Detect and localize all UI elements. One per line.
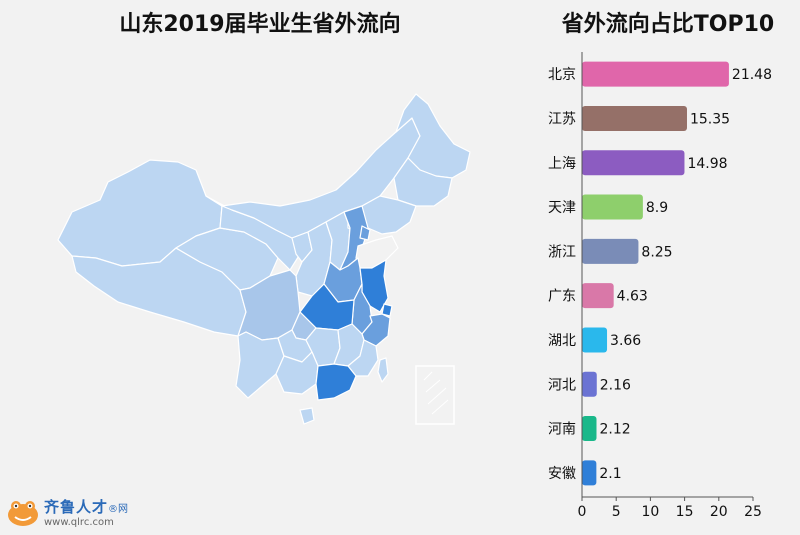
- map-region-tianjin: [359, 225, 371, 241]
- data-label: 2.12: [600, 422, 631, 438]
- data-label: 15.35: [690, 111, 730, 127]
- category-label: 安徽: [548, 466, 576, 482]
- x-tick-label: 20: [710, 504, 728, 520]
- frog-logo-icon: [8, 501, 38, 526]
- logo: 齐鲁人才®网 www.qlrc.com: [6, 496, 128, 528]
- category-label: 天津: [548, 200, 576, 216]
- logo-url: www.qlrc.com: [44, 517, 114, 528]
- map-region-hainan: [299, 407, 315, 425]
- bar: [582, 105, 687, 131]
- bar: [582, 194, 643, 220]
- category-label: 河南: [548, 422, 576, 438]
- data-label: 4.63: [617, 289, 648, 305]
- x-tick-label: 5: [612, 504, 621, 520]
- x-tick-label: 15: [676, 504, 694, 520]
- x-tick-label: 25: [744, 504, 762, 520]
- data-label: 14.98: [687, 156, 727, 172]
- bar: [582, 61, 729, 87]
- map-region-taiwan: [377, 357, 389, 383]
- data-label: 8.9: [646, 200, 668, 216]
- bar: [582, 327, 608, 353]
- map-region-heilongjiang: [395, 93, 471, 179]
- map-region-shanghai: [381, 303, 393, 317]
- logo-name: 齐鲁人才: [44, 498, 109, 516]
- map-region-qinghai: [175, 227, 279, 291]
- category-label: 湖北: [548, 333, 576, 349]
- data-label: 2.1: [599, 466, 621, 482]
- category-label: 北京: [548, 67, 576, 83]
- bar: [582, 283, 614, 309]
- x-tick-label: 0: [578, 504, 587, 520]
- data-label: 2.16: [600, 377, 631, 393]
- x-tick-label: 10: [641, 504, 659, 520]
- data-label: 21.48: [732, 67, 772, 83]
- bar: [582, 371, 597, 397]
- map-title: 山东2019届毕业生省外流向: [119, 12, 401, 37]
- bar: [582, 150, 685, 176]
- south-china-sea-inset: [415, 365, 455, 425]
- category-label: 广东: [548, 289, 576, 305]
- data-label: 8.25: [641, 244, 672, 260]
- category-label: 浙江: [548, 244, 576, 260]
- bar: [582, 460, 597, 486]
- data-label: 3.66: [610, 333, 641, 349]
- category-label: 江苏: [548, 111, 576, 127]
- logo-mark: ®网: [108, 504, 129, 515]
- bar: [582, 416, 597, 442]
- map-region-jilin: [393, 157, 453, 207]
- chart-title: 省外流向占比TOP10: [561, 12, 775, 37]
- category-label: 上海: [548, 156, 576, 172]
- map-region-guangdong: [315, 363, 357, 401]
- bar: [582, 238, 639, 264]
- category-label: 河北: [548, 377, 576, 393]
